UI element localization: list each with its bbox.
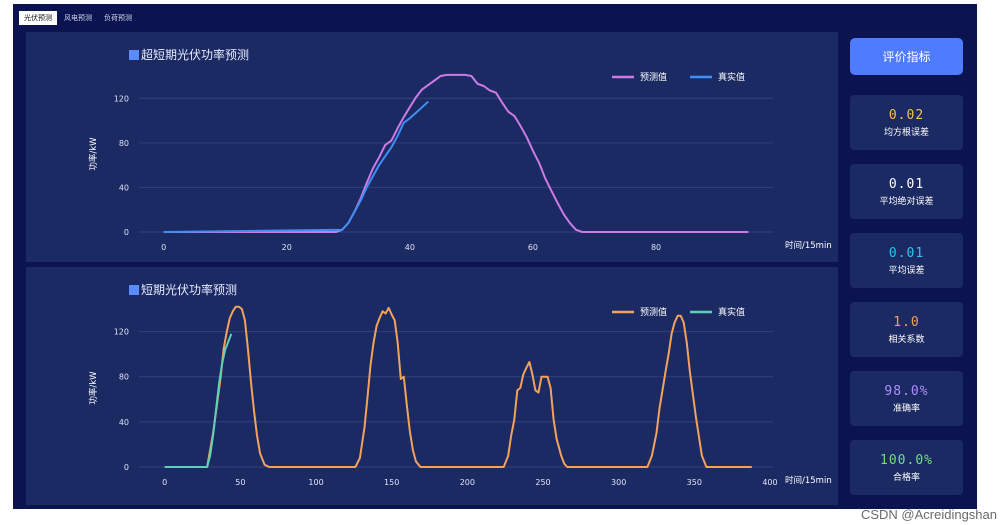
x-tick-label: 40 [405,243,415,252]
metric-label: 准确率 [892,403,920,414]
y-axis-label: 功率/kW [88,371,99,405]
x-axis-label: 时间/15min [785,240,832,251]
x-tick-label: 200 [460,478,475,487]
y-axis-label: 功率/kW [88,137,99,171]
x-tick-label: 300 [611,478,626,487]
metric-value: 0.02 [888,107,925,123]
metric-card-mae: 0.01 平均绝对误差 [850,164,963,219]
metric-value: 1.0 [893,314,920,330]
chart-title: 超短期光伏功率预测 [129,46,249,63]
evaluation-metrics-button[interactable]: 评价指标 [850,38,963,75]
series-line-0 [164,305,752,468]
x-tick-label: 400 [762,478,777,487]
x-tick-label: 60 [528,243,538,252]
y-tick-label: 40 [119,418,129,427]
y-tick-label: 80 [119,139,129,148]
short-term-chart: 0 40 80 120 0 50 100 150 200 250 300 350 400 时间/15min… [88,305,832,487]
watermark: CSDN @Acreidingshan [860,507,997,522]
metric-value: 0.01 [888,176,925,192]
x-tick-label: 150 [384,478,399,487]
ultra-short-term-chart-panel: 超短期光伏功率预测 0 40 80 120 0 20 40 60 80 时间/15min 功率/kW… [26,32,838,262]
metric-card-mean-error: 0.01 平均误差 [850,233,963,288]
short-term-chart-panel: 短期光伏功率预测 0 40 80 120 0 50 100 150 200 250 300 350 40… [26,267,838,505]
y-tick-label: 40 [119,183,129,192]
tab-pv-forecast[interactable]: 光伏预测 [19,11,57,25]
x-tick-label: 80 [651,243,661,252]
legend-label: 预测值 [640,306,667,318]
metric-label: 均方根误差 [883,127,929,138]
legend-label: 真实值 [718,306,745,318]
title-marker-icon [129,49,139,60]
tab-load-forecast[interactable]: 负荷预测 [104,14,132,22]
x-tick-label: 100 [308,478,323,487]
metric-card-pass-rate: 100.0% 合格率 [850,440,963,495]
x-tick-label: 350 [687,478,702,487]
metric-card-rmse: 0.02 均方根误差 [850,95,963,150]
metric-label: 平均误差 [888,265,925,276]
metric-value: 0.01 [888,245,925,261]
metric-label: 平均绝对误差 [879,196,934,207]
x-tick-label: 250 [535,478,550,487]
app-frame: 光伏预测 风电预测 负荷预测 超短期光伏功率预测 0 40 80 120 0 20 40 60… [13,4,977,509]
legend-label: 预测值 [640,71,667,83]
series-line-1 [163,100,429,233]
y-tick-label: 120 [114,94,129,103]
y-tick-label: 0 [124,463,129,472]
metric-value: 98.0% [884,383,929,399]
y-tick-label: 0 [124,228,129,237]
x-tick-label: 0 [162,478,167,487]
x-tick-label: 20 [282,243,292,252]
chart-title: 短期光伏功率预测 [129,281,237,298]
title-marker-icon [129,284,139,295]
metric-label: 相关系数 [888,334,925,345]
x-axis-label: 时间/15min [785,475,832,486]
series-line-1 [164,333,233,468]
x-tick-label: 50 [235,478,245,487]
y-tick-label: 80 [119,373,129,382]
x-tick-label: 0 [161,243,166,252]
metric-value: 100.0% [880,452,933,468]
chart-title-text: 短期光伏功率预测 [141,283,238,297]
tab-bar: 光伏预测 风电预测 负荷预测 [19,11,137,25]
ultra-short-term-chart: 0 40 80 120 0 20 40 60 80 时间/15min 功率/kW 预测值 真实值 [88,71,832,252]
metric-card-correlation: 1.0 相关系数 [850,302,963,357]
chart-title-text: 超短期光伏功率预测 [141,48,250,62]
metric-card-accuracy: 98.0% 准确率 [850,371,963,426]
y-tick-label: 120 [114,328,129,337]
metric-label: 合格率 [892,472,920,483]
legend-label: 真实值 [718,71,745,83]
tab-wind-forecast[interactable]: 风电预测 [64,14,92,22]
series-line-0 [163,73,749,233]
